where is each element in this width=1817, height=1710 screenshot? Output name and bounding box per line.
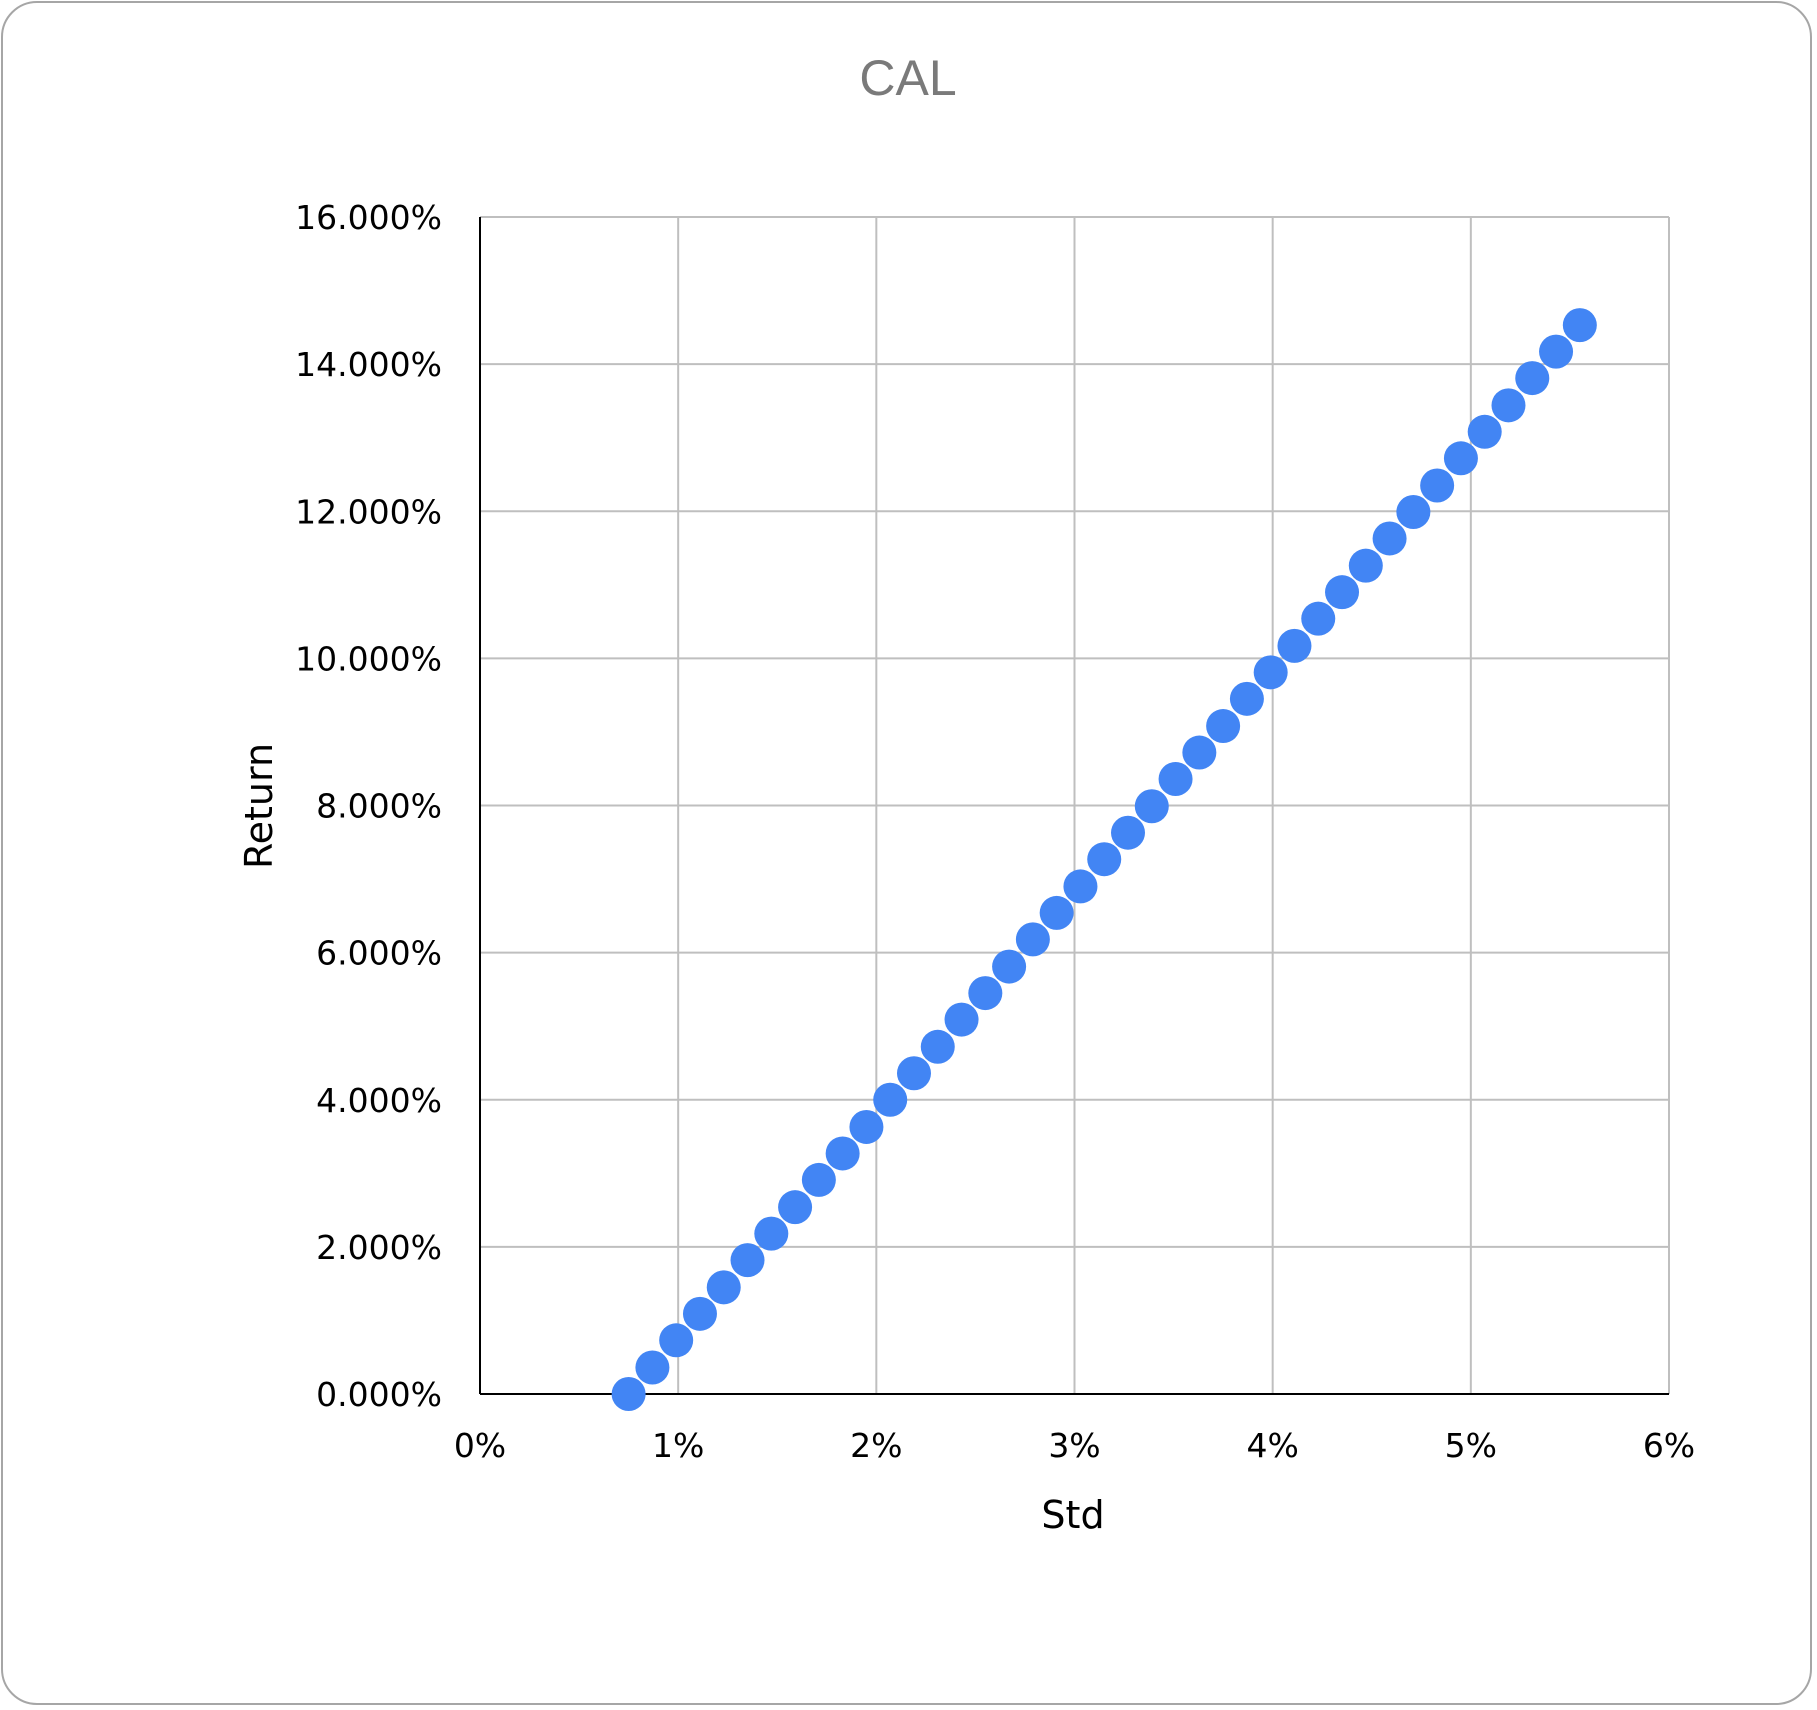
- data-point: [754, 1216, 789, 1251]
- x-tick-label: 5%: [1445, 1426, 1497, 1465]
- grid: [480, 216, 1670, 1394]
- y-tick-label: 14.000%: [295, 345, 442, 384]
- y-tick-labels: 0.000% 2.000% 4.000% 6.000% 8.000% 10.000% 12.…: [295, 198, 442, 1414]
- data-point: [1348, 548, 1383, 583]
- data-point: [1087, 842, 1122, 877]
- x-tick-label: 3%: [1048, 1426, 1100, 1465]
- data-point: [896, 1056, 931, 1091]
- x-axis-title: Std: [1041, 1493, 1104, 1537]
- x-tick-label: 1%: [652, 1426, 704, 1465]
- data-point: [1301, 601, 1336, 636]
- data-point: [778, 1190, 813, 1225]
- data-point: [1515, 361, 1550, 396]
- data-point: [1158, 762, 1193, 797]
- data-point: [1182, 735, 1217, 770]
- y-tick-label: 10.000%: [295, 639, 442, 678]
- data-point: [1491, 388, 1526, 423]
- data-point: [1396, 494, 1431, 529]
- y-tick-label: 2.000%: [316, 1228, 442, 1267]
- data-point: [1420, 468, 1455, 503]
- data-point: [1277, 628, 1312, 663]
- data-point: [968, 976, 1003, 1011]
- data-point: [1111, 815, 1146, 850]
- axes: [479, 217, 1669, 1395]
- y-tick-label: 12.000%: [295, 492, 442, 531]
- data-point: [659, 1323, 694, 1358]
- x-tick-label: 4%: [1246, 1426, 1298, 1465]
- data-point: [1063, 869, 1098, 904]
- data-point: [635, 1350, 670, 1385]
- data-point: [825, 1136, 860, 1171]
- data-point: [611, 1377, 646, 1411]
- data-point: [1134, 789, 1169, 824]
- y-tick-label: 4.000%: [316, 1081, 442, 1120]
- data-point: [873, 1082, 908, 1117]
- data-point: [1253, 655, 1288, 690]
- y-tick-label: 6.000%: [316, 934, 442, 973]
- x-tick-label: 6%: [1643, 1426, 1695, 1465]
- data-point: [1229, 681, 1264, 716]
- data-point: [1039, 895, 1074, 930]
- data-point: [1467, 414, 1502, 449]
- data-point: [1539, 334, 1574, 369]
- data-point: [682, 1296, 717, 1331]
- data-point: [944, 1002, 979, 1037]
- data-point: [849, 1109, 884, 1144]
- data-points: [611, 308, 1597, 1411]
- data-point: [1325, 575, 1360, 610]
- y-axis-title: Return: [237, 743, 281, 869]
- y-tick-label: 16.000%: [295, 198, 442, 237]
- x-tick-labels: 0% 1% 2% 3% 4% 5% 6%: [454, 1426, 1695, 1465]
- x-tick-label: 0%: [454, 1426, 506, 1465]
- data-point: [920, 1029, 955, 1064]
- data-point: [801, 1162, 836, 1197]
- data-point: [706, 1270, 741, 1305]
- data-point: [1372, 521, 1407, 556]
- data-point: [730, 1243, 765, 1278]
- x-tick-label: 2%: [850, 1426, 902, 1465]
- data-point: [1206, 709, 1241, 744]
- data-point: [1562, 308, 1597, 343]
- y-tick-label: 0.000%: [316, 1375, 442, 1414]
- y-tick-label: 8.000%: [316, 787, 442, 826]
- chart-title: CAL: [859, 50, 956, 106]
- data-point: [1443, 441, 1478, 476]
- data-point: [992, 949, 1027, 984]
- data-point: [1015, 922, 1050, 957]
